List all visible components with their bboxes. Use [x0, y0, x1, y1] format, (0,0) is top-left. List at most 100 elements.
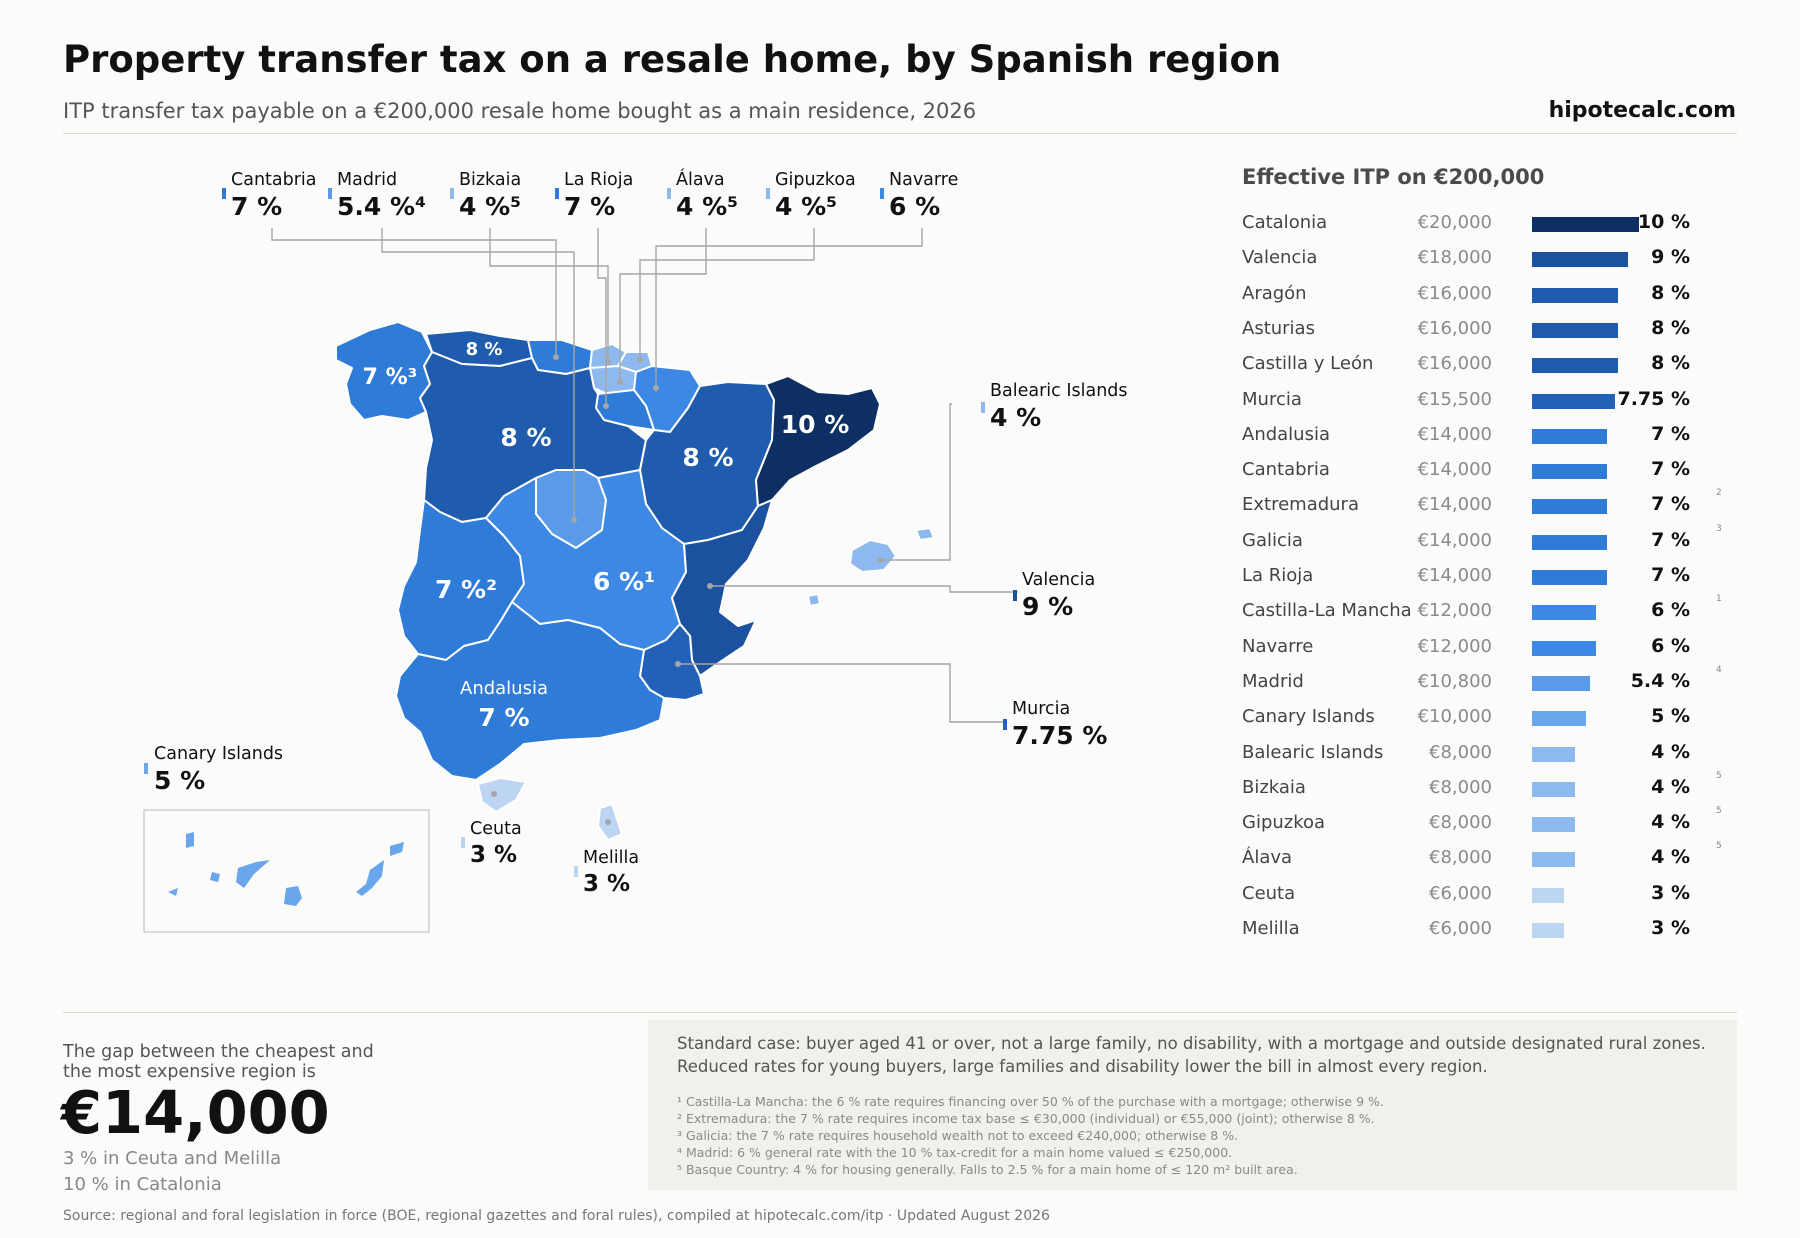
- ranking-row[interactable]: Cantabria €14,000 7 %: [1242, 458, 1722, 489]
- spain-map: 7 %³ 8 % 8 % 8 % 10 % 7 %² 6 %¹ Andalusi…: [143, 168, 1128, 933]
- ranking-row[interactable]: Castilla-La Mancha €12,000 6 % 1: [1242, 594, 1722, 630]
- ranking-row[interactable]: Ceuta €6,000 3 %: [1242, 882, 1722, 913]
- ranking-bar: [1532, 322, 1618, 338]
- callout-madrid[interactable]: Madrid 5.4 %⁴: [328, 170, 426, 221]
- ranking-region-name: Castilla y León: [1242, 353, 1374, 375]
- svg-text:7 %: 7 %: [231, 192, 282, 221]
- ranking-region-name: Ceuta: [1242, 882, 1296, 904]
- svg-text:Canary Islands: Canary Islands: [154, 744, 283, 764]
- ranking-region-name: Catalonia: [1242, 212, 1328, 233]
- ranking-amount: €15,500: [1417, 388, 1492, 410]
- svg-text:5 %: 5 %: [154, 766, 205, 795]
- ranking-bar: [1532, 887, 1565, 903]
- footnote-5: ⁵ Basque Country: 4 % for housing genera…: [677, 1162, 1298, 1177]
- ranking-bar: [1532, 217, 1639, 232]
- ranking-row[interactable]: Navarre €12,000 6 %: [1242, 635, 1722, 666]
- header-divider: [63, 133, 1737, 134]
- svg-text:Valencia: Valencia: [1022, 570, 1095, 590]
- ranking-bar: [1532, 746, 1575, 762]
- ranking-amount: €8,000: [1429, 776, 1492, 798]
- ranking-bar: [1532, 781, 1575, 797]
- ranking-row[interactable]: Valencia €18,000 9 %: [1242, 246, 1722, 277]
- gap-label: The gap between the cheapest and the mos…: [63, 1042, 374, 1082]
- svg-text:5.4 %⁴: 5.4 %⁴: [337, 192, 426, 221]
- svg-text:Murcia: Murcia: [1012, 699, 1070, 719]
- ranking-row[interactable]: Andalusia €14,000 7 %: [1242, 422, 1722, 454]
- callout-melilla[interactable]: Melilla 3 %: [574, 848, 639, 897]
- ranking-row[interactable]: Murcia €15,500 7.75 %: [1242, 388, 1722, 419]
- callout-alava[interactable]: Álava 4 %⁵: [667, 168, 738, 221]
- ranking-rate: 4 %: [1651, 846, 1690, 869]
- svg-text:Cantabria: Cantabria: [231, 170, 317, 190]
- ranking-region-name: Murcia: [1242, 388, 1302, 410]
- region-andalusia[interactable]: [395, 601, 665, 781]
- ranking-row[interactable]: Galicia €14,000 7 % 3: [1242, 524, 1722, 560]
- map-label-extremadura: 7 %²: [435, 575, 497, 604]
- page-title: Property transfer tax on a resale home, …: [63, 38, 1282, 81]
- region-catalonia[interactable]: [755, 375, 881, 507]
- ranking-amount: €16,000: [1417, 317, 1492, 339]
- callout-la-rioja[interactable]: La Rioja 7 %: [555, 170, 633, 221]
- ranking-row[interactable]: Balearic Islands €8,000 4 %: [1242, 741, 1722, 772]
- footnote-1: ¹ Castilla-La Mancha: the 6 % rate requi…: [677, 1094, 1384, 1109]
- ranking-footnote-marker: 3: [1716, 523, 1722, 534]
- ranking-row[interactable]: Catalonia €20,000 10 %: [1242, 211, 1722, 242]
- ranking-footnote-marker: 5: [1716, 770, 1722, 781]
- callout-murcia[interactable]: Murcia 7.75 %: [1003, 699, 1107, 750]
- brand-name[interactable]: hipotecalc.com: [1548, 98, 1736, 123]
- svg-text:7 %: 7 %: [564, 192, 615, 221]
- ranking-bar: [1532, 817, 1575, 833]
- ranking-rate: 5.4 %: [1630, 669, 1690, 692]
- callout-cantabria[interactable]: Cantabria 7 %: [222, 170, 317, 221]
- region-murcia[interactable]: [639, 623, 705, 701]
- ranking-row[interactable]: Aragón €16,000 8 %: [1242, 282, 1722, 313]
- callout-balearic-islands[interactable]: Balearic Islands 4 %: [981, 381, 1128, 432]
- ranking-row[interactable]: Melilla €6,000 3 %: [1242, 917, 1722, 948]
- callout-bizkaia[interactable]: Bizkaia 4 %⁵: [450, 170, 521, 221]
- svg-text:Ceuta: Ceuta: [470, 819, 522, 839]
- map-label-andalusia-name: Andalusia: [460, 678, 548, 699]
- callout-valencia[interactable]: Valencia 9 %: [1013, 570, 1095, 621]
- gap-max-line: 10 % in Catalonia: [63, 1174, 222, 1195]
- ranking-row[interactable]: Extremadura €14,000 7 % 2: [1242, 488, 1722, 524]
- ranking-footnote-marker: 4: [1716, 664, 1722, 675]
- ranking-region-name: La Rioja: [1242, 565, 1314, 586]
- region-balearic-islands[interactable]: [807, 527, 935, 607]
- ranking-row[interactable]: Gipuzkoa €8,000 4 % 5: [1242, 806, 1722, 842]
- svg-text:Álava: Álava: [676, 168, 725, 190]
- ranking-bar: [1532, 605, 1597, 621]
- ranking-region-name: Aragón: [1242, 282, 1307, 304]
- map-label-andalusia: 7 %: [478, 703, 529, 732]
- ranking-bar: [1532, 640, 1597, 656]
- ranking-rate: 9 %: [1651, 246, 1690, 269]
- svg-text:4 %⁵: 4 %⁵: [676, 192, 738, 221]
- callout-ceuta[interactable]: Ceuta 3 %: [461, 819, 522, 868]
- ranking-amount: €8,000: [1429, 847, 1492, 869]
- ranking-amount: €6,000: [1429, 882, 1492, 904]
- callout-canary-islands[interactable]: Canary Islands 5 %: [144, 744, 283, 795]
- ranking-row[interactable]: Asturias €16,000 8 %: [1242, 317, 1722, 348]
- region-valencia[interactable]: [671, 499, 773, 677]
- footer-divider: [63, 1012, 1737, 1013]
- ranking-amount: €18,000: [1417, 247, 1492, 269]
- map-label-castilla-mancha: 6 %¹: [593, 567, 655, 596]
- ranking-bar: [1532, 711, 1586, 727]
- ranking-row[interactable]: Canary Islands €10,000 5 %: [1242, 705, 1722, 736]
- svg-text:9 %: 9 %: [1022, 592, 1073, 621]
- ranking-row[interactable]: Castilla y León €16,000 8 %: [1242, 352, 1722, 383]
- ranking-rate: 7 %: [1651, 422, 1690, 445]
- ranking-bar: [1532, 287, 1618, 303]
- ranking-row[interactable]: Madrid €10,800 5.4 % 4: [1242, 665, 1722, 701]
- ranking-row[interactable]: Álava €8,000 4 % 5: [1242, 841, 1722, 877]
- ranking-row[interactable]: La Rioja €14,000 7 %: [1242, 564, 1722, 595]
- ranking-row[interactable]: Bizkaia €8,000 4 % 5: [1242, 771, 1722, 807]
- ranking-rate: 4 %: [1651, 775, 1690, 798]
- callout-gipuzkoa[interactable]: Gipuzkoa 4 %⁵: [766, 170, 856, 221]
- footnote-2: ² Extremadura: the 7 % rate requires inc…: [677, 1111, 1375, 1126]
- svg-text:Bizkaia: Bizkaia: [459, 170, 521, 190]
- ranking-region-name: Valencia: [1242, 247, 1318, 269]
- ranking-amount: €14,000: [1417, 423, 1492, 445]
- region-canary-islands[interactable]: [168, 832, 404, 906]
- region-ceuta[interactable]: [477, 777, 527, 813]
- callout-navarre[interactable]: Navarre 6 %: [880, 170, 958, 221]
